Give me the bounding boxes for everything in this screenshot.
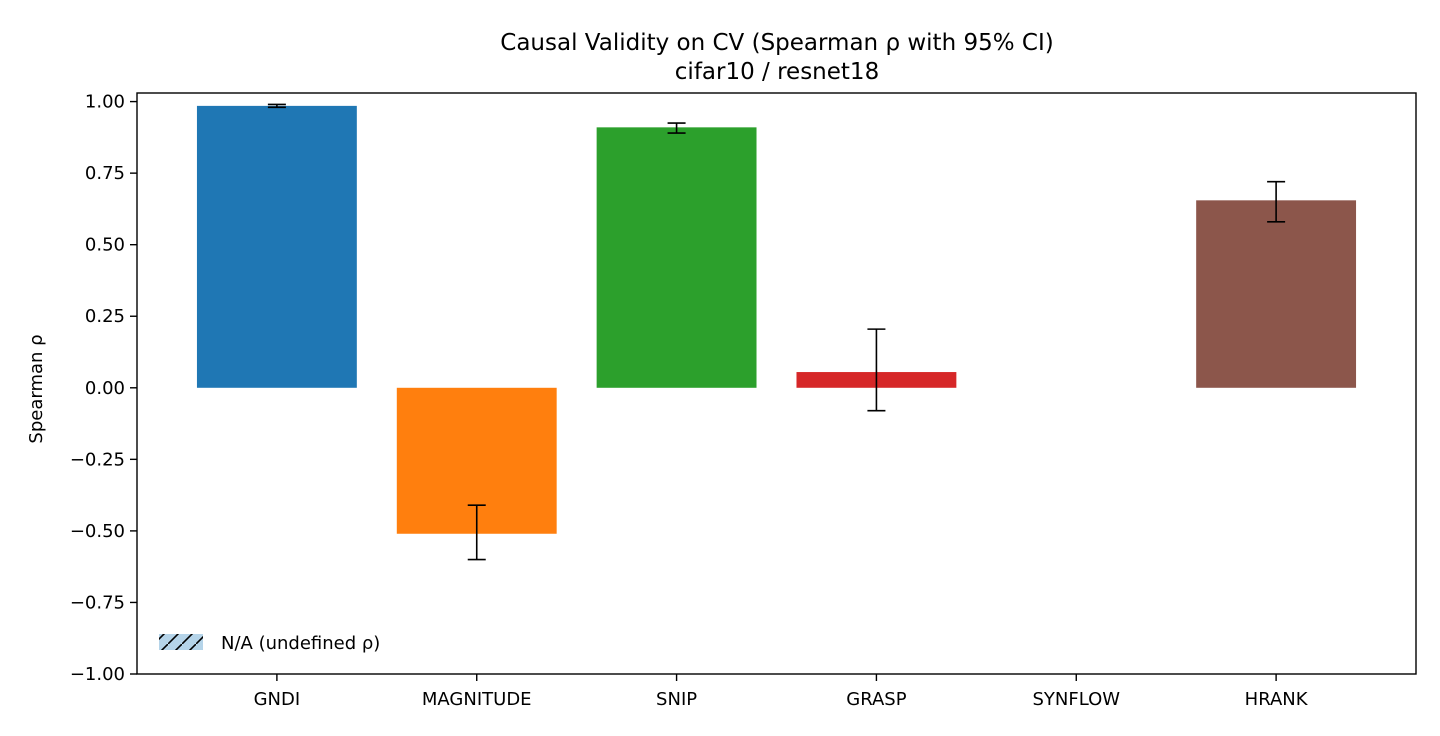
x-tick-label: GRASP bbox=[846, 689, 906, 710]
y-tick-label: −0.25 bbox=[70, 449, 125, 470]
y-tick-label: −1.00 bbox=[70, 664, 125, 685]
y-axis-label: Spearman ρ bbox=[26, 334, 47, 443]
bar-gndi bbox=[196, 105, 357, 388]
x-tick-label: SNIP bbox=[656, 689, 697, 710]
x-tick-label: MAGNITUDE bbox=[422, 689, 532, 710]
bar-snip bbox=[596, 127, 757, 388]
y-tick-label: −0.50 bbox=[70, 521, 125, 542]
legend-label: N/A (undefined ρ) bbox=[221, 633, 380, 654]
x-tick-label: GNDI bbox=[254, 689, 301, 710]
y-tick-label: −0.75 bbox=[70, 592, 125, 613]
y-tick-label: 1.00 bbox=[85, 92, 125, 113]
legend: N/A (undefined ρ) bbox=[159, 633, 380, 654]
plot-area: −1.00 −0.75 −0.50 −0.25 0.00 0.25 0.50 0.75 1.00… bbox=[70, 92, 1417, 710]
bar-hrank bbox=[1196, 200, 1357, 388]
chart-title: Causal Validity on CV (Spearman ρ with 9… bbox=[500, 30, 1053, 56]
chart-subtitle: cifar10 / resnet18 bbox=[675, 59, 879, 85]
x-tick-label: HRANK bbox=[1245, 689, 1309, 710]
y-tick-label: 0.50 bbox=[85, 235, 125, 256]
axes-frame bbox=[136, 92, 1417, 675]
y-tick-label: 0.25 bbox=[85, 306, 125, 327]
y-tick-label: 0.75 bbox=[85, 163, 125, 184]
y-tick-label: 0.00 bbox=[85, 378, 125, 399]
legend-swatch bbox=[159, 634, 203, 650]
x-tick-label: SYNFLOW bbox=[1032, 689, 1120, 710]
